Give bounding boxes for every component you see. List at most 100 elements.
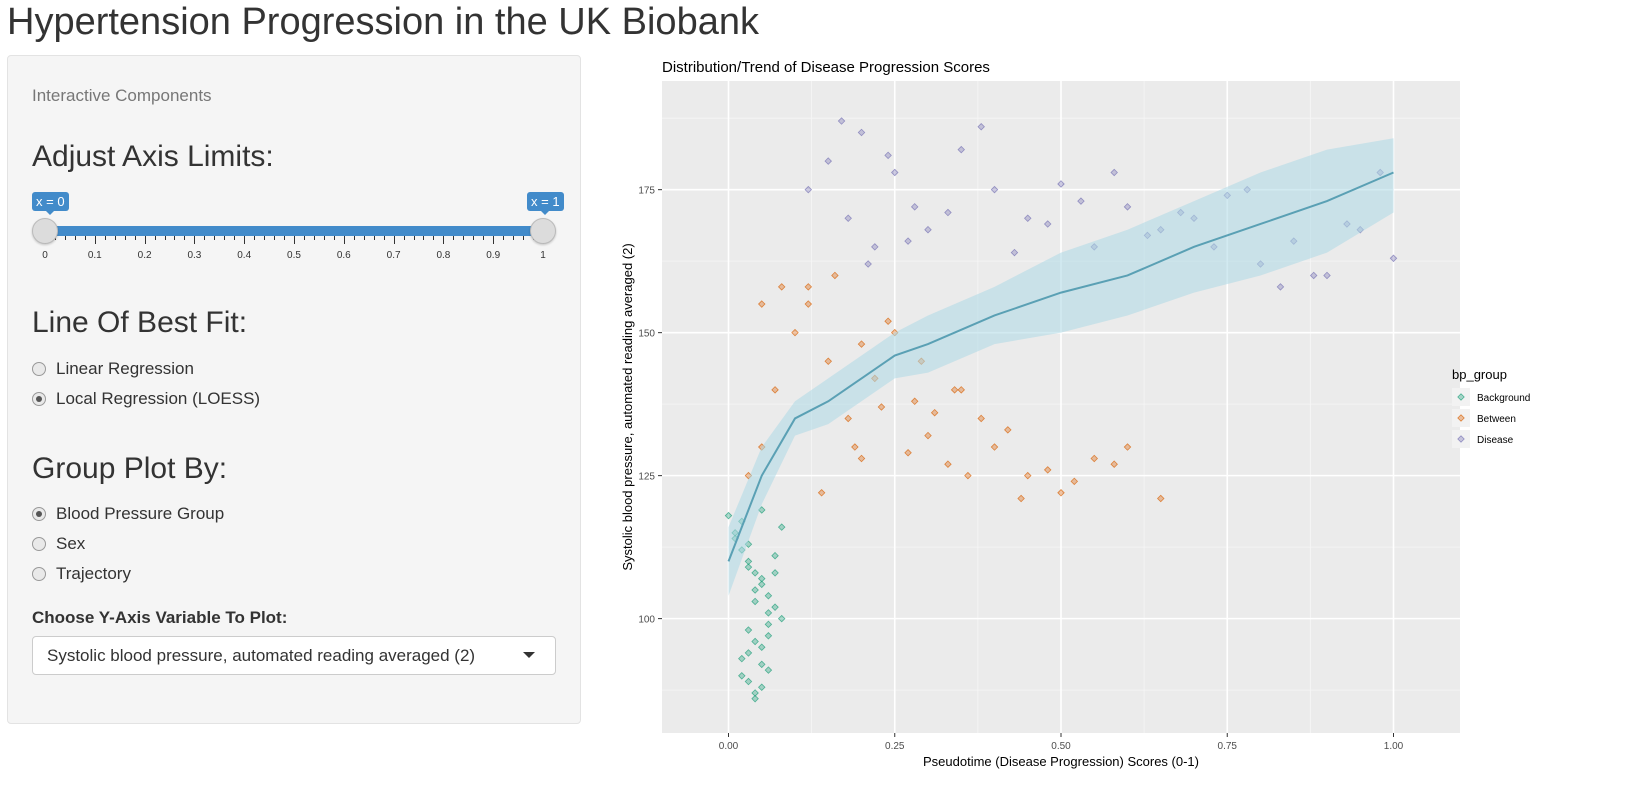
- slider-min-handle[interactable]: [32, 218, 58, 244]
- slider-tick-label: 0: [42, 250, 48, 261]
- data-point: [1323, 271, 1331, 280]
- data-point: [910, 397, 919, 406]
- data-point: [751, 597, 759, 606]
- data-point: [844, 414, 852, 423]
- slider-tick: [94, 236, 96, 244]
- radio-trajectory[interactable]: Trajectory: [32, 563, 131, 585]
- data-point: [831, 271, 839, 280]
- data-point: [777, 283, 786, 291]
- chart-title: Distribution/Trend of Disease Progressio…: [662, 59, 990, 76]
- data-point: [1070, 477, 1079, 486]
- data-point: [944, 208, 952, 217]
- x-tick-label: 0.25: [885, 741, 905, 752]
- radio-button[interactable]: [32, 567, 46, 581]
- slider-tick: [473, 236, 475, 240]
- radio-button[interactable]: [32, 507, 46, 521]
- data-point: [1123, 203, 1132, 211]
- data-point: [824, 357, 833, 366]
- axes: 0.00 0.25 0.50 0.75 1.00 100 125 150 175: [638, 186, 1403, 752]
- radio-local-regression[interactable]: Local Regression (LOESS): [32, 388, 260, 410]
- slider-tick-label: 1: [540, 250, 546, 261]
- data-point: [1043, 220, 1052, 228]
- legend-label: Between: [1477, 414, 1516, 425]
- slider-tick: [383, 236, 385, 240]
- data-point: [1110, 168, 1118, 177]
- x-tick-label: 1.00: [1384, 741, 1404, 752]
- y-variable-label: Choose Y-Axis Variable To Plot:: [32, 608, 288, 627]
- slider-tick: [114, 236, 116, 240]
- slider-tick: [184, 236, 186, 240]
- legend-key: [1452, 430, 1470, 448]
- slider-tick: [353, 236, 355, 240]
- slider-min-label: x = 0: [32, 192, 69, 215]
- data-point: [857, 454, 866, 463]
- data-point: [757, 574, 766, 583]
- data-point: [1010, 248, 1019, 257]
- data-point: [1123, 443, 1132, 451]
- radio-label: Sex: [56, 534, 86, 553]
- slider-tick: [264, 236, 266, 240]
- data-point: [1023, 214, 1032, 223]
- data-point: [904, 237, 912, 245]
- slider-tick: [244, 236, 246, 244]
- sidebar-panel: Interactive Components Adjust Axis Limit…: [7, 55, 581, 724]
- data-point: [990, 185, 999, 194]
- data-point: [964, 471, 972, 480]
- y-tick-label: 150: [638, 329, 655, 340]
- scatter-plot: Distribution/Trend of Disease Progressio…: [620, 59, 1530, 769]
- data-point: [871, 243, 879, 251]
- data-point: [751, 569, 759, 577]
- radio-linear-regression[interactable]: Linear Regression: [32, 358, 194, 380]
- radio-label: Local Regression (LOESS): [56, 389, 261, 408]
- data-point: [924, 225, 932, 234]
- data-point: [1309, 271, 1318, 280]
- data-point: [977, 414, 985, 423]
- radio-button[interactable]: [32, 362, 46, 376]
- caret-down-icon[interactable]: [523, 652, 535, 658]
- slider-tick: [274, 236, 276, 240]
- slider-tick: [284, 236, 286, 240]
- radio-button[interactable]: [32, 537, 46, 551]
- data-point: [1004, 426, 1012, 434]
- radio-button[interactable]: [32, 392, 46, 406]
- slider-tick: [294, 236, 295, 244]
- data-point: [1077, 197, 1085, 205]
- data-point: [764, 666, 773, 674]
- legend-key: [1452, 409, 1470, 427]
- radio-label: Linear Regression: [56, 359, 194, 378]
- slider-tick: [423, 236, 425, 240]
- slider-tick: [104, 236, 106, 240]
- legend-key: [1452, 388, 1470, 406]
- y-tick-label: 125: [638, 472, 655, 483]
- data-point: [857, 128, 866, 137]
- data-point: [738, 672, 746, 680]
- data-point: [837, 117, 846, 125]
- legend-title: bp_group: [1452, 367, 1507, 382]
- slider-track[interactable]: [44, 226, 544, 236]
- data-point: [764, 609, 773, 617]
- slider-tick: [503, 236, 505, 240]
- slider-tick: [493, 236, 495, 244]
- group-by-heading: Group Plot By:: [32, 452, 228, 485]
- legend-symbol: [1457, 393, 1465, 401]
- slider-tick: [373, 236, 375, 240]
- slider-max-handle[interactable]: [530, 218, 556, 244]
- data-point: [990, 443, 999, 451]
- data-point: [777, 614, 786, 623]
- legend-label: Disease: [1477, 435, 1514, 446]
- slider-tick-label: 0.2: [137, 250, 152, 261]
- y-variable-select[interactable]: Systolic blood pressure, automated readi…: [32, 636, 556, 675]
- data-point: [1043, 466, 1052, 474]
- page-title: Hypertension Progression in the UK Bioba…: [7, 1, 759, 43]
- data-point: [777, 523, 786, 531]
- legend-symbol: [1457, 414, 1465, 422]
- radio-sex[interactable]: Sex: [32, 533, 85, 555]
- data-point: [950, 386, 959, 394]
- data-point: [757, 660, 766, 669]
- slider-tick: [124, 236, 126, 240]
- slider-tick-label: 0.7: [386, 250, 401, 261]
- radio-blood-pressure-group[interactable]: Blood Pressure Group: [32, 503, 224, 525]
- data-point: [771, 386, 779, 394]
- axis-range-slider[interactable]: 0 0.1 0.2 0.3 0.4 0.5 0.6 0.7 0.8 0.9 1 x = 0 x = …: [32, 192, 564, 262]
- data-point: [751, 694, 759, 703]
